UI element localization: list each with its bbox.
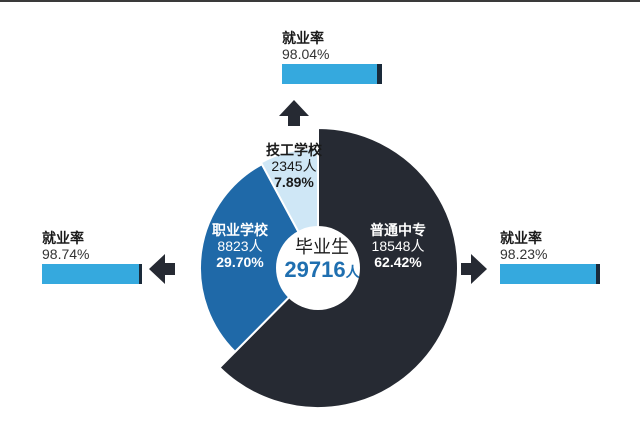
center-total: 29716 (284, 256, 346, 282)
slice-name: 技工学校 (266, 142, 322, 158)
slice-percent: 62.42% (374, 254, 422, 271)
employment-rate-zhongzhuan: 就业率 98.23% (500, 230, 600, 285)
arrow-right-icon (461, 254, 487, 284)
slice-label-jigong: 技工学校 2345人 7.89% (256, 142, 332, 190)
employment-rate-value: 98.74% (42, 246, 90, 263)
slice-percent: 29.70% (216, 254, 264, 271)
employment-rate-value: 98.04% (282, 46, 330, 63)
employment-rate-bar-end (139, 264, 142, 285)
slice-count: 8823人 (217, 238, 263, 255)
slice-name: 普通中专 (370, 222, 426, 238)
employment-rate-bar-end (377, 64, 382, 85)
employment-rate-value: 98.23% (500, 246, 548, 263)
slice-label-zhongzhuan: 普通中专 18548人 62.42% (352, 222, 444, 270)
center-label: 毕业生 29716人 (282, 237, 362, 282)
employment-rate-bar (42, 264, 142, 285)
slice-count: 2345人 (271, 158, 317, 175)
employment-rate-label: 就业率 (282, 30, 324, 46)
slice-zhiye (199, 162, 320, 354)
employment-rate-zhiye: 就业率 98.74% (42, 230, 142, 285)
employment-rate-bar (500, 264, 600, 285)
slice-count: 18548人 (371, 238, 425, 255)
arrow-left-icon (149, 254, 175, 284)
employment-rate-bar-end (596, 264, 600, 285)
employment-rate-label: 就业率 (500, 230, 542, 246)
center-circle (276, 226, 360, 310)
top-border-line (0, 0, 640, 2)
slice-name: 职业学校 (212, 222, 268, 238)
employment-rate-label: 就业率 (42, 230, 84, 246)
arrow-up-icon (279, 100, 309, 126)
slice-label-zhiye: 职业学校 8823人 29.70% (200, 222, 280, 270)
center-unit: 人 (345, 263, 360, 280)
employment-rate-bar (282, 64, 382, 85)
center-title: 毕业生 (295, 237, 349, 257)
slice-percent: 7.89% (274, 174, 314, 191)
employment-rate-jigong: 就业率 98.04% (282, 30, 382, 85)
